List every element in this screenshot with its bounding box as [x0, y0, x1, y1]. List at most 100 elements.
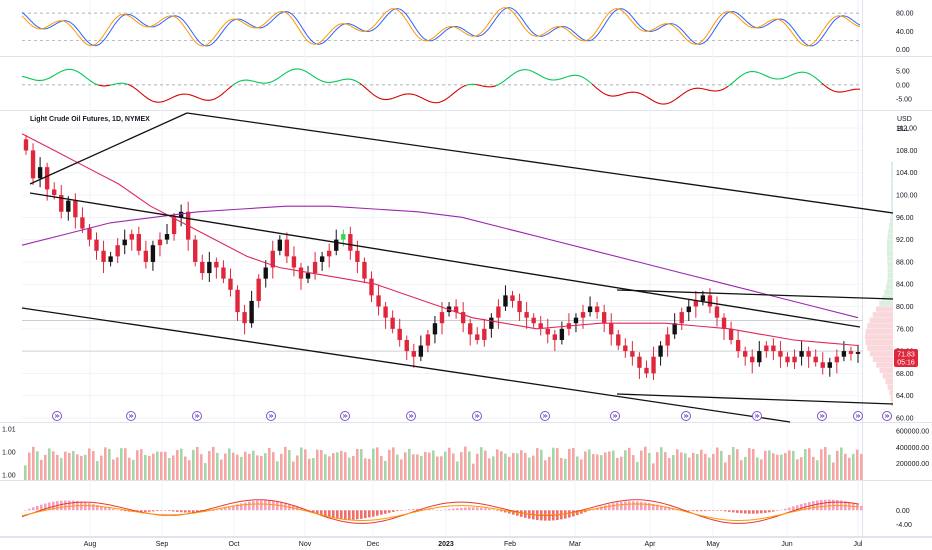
- volume-bar: [76, 454, 79, 480]
- macd-hist-bar: [148, 510, 151, 512]
- osc-segment: [337, 79, 341, 82]
- candle-body: [735, 339, 741, 352]
- candle: [404, 335, 409, 361]
- volume-bar: [264, 453, 267, 480]
- macd-hist-bar: [60, 500, 63, 511]
- price-tick-label: 108.00: [896, 148, 918, 155]
- candle-body: [249, 300, 254, 324]
- candle: [376, 285, 381, 316]
- macd-hist-bar: [568, 510, 571, 518]
- macd-hist-bar: [708, 510, 711, 511]
- volume-profile-bar: [887, 267, 893, 273]
- candle-body: [531, 317, 536, 324]
- candle: [735, 329, 741, 358]
- volume-bar: [340, 450, 343, 480]
- osc-segment: [219, 93, 223, 97]
- osc-segment: [271, 80, 275, 83]
- volume-bar: [472, 463, 475, 480]
- macd-hist-bar: [692, 510, 695, 512]
- volume-profile-bar: [889, 390, 893, 396]
- candle-body: [66, 200, 71, 212]
- volume-bar: [640, 450, 643, 480]
- osc-segment: [641, 93, 645, 96]
- macd-hist-bar: [800, 504, 803, 511]
- osc-segment: [319, 79, 323, 82]
- macd-hist-bar: [828, 499, 831, 511]
- macd-hist-bar: [32, 507, 35, 511]
- osc-segment: [25, 76, 29, 79]
- osc-segment: [667, 102, 671, 104]
- candle-body: [136, 234, 141, 251]
- osc-segment: [305, 71, 309, 74]
- volume-bar: [420, 455, 423, 480]
- macd-hist-bar: [632, 501, 635, 511]
- osc-segment: [167, 98, 171, 101]
- macd-hist-bar: [628, 501, 631, 511]
- volume-bar: [52, 451, 55, 480]
- volume-bar: [60, 458, 63, 480]
- osc-segment: [81, 74, 85, 77]
- volume-bar: [480, 447, 483, 480]
- volume-bar: [348, 457, 351, 480]
- volume-bar: [588, 449, 591, 480]
- candle-body: [834, 356, 840, 363]
- macd-hist-bar: [480, 507, 483, 511]
- volume-bar: [716, 447, 719, 480]
- osc-segment: [579, 75, 583, 78]
- candle-body: [453, 306, 459, 313]
- candle-body: [355, 250, 360, 262]
- osc-segment: [393, 96, 397, 99]
- candle: [714, 296, 720, 327]
- osc-segment: [581, 76, 585, 79]
- macd-hist-bar: [392, 510, 395, 512]
- candle: [249, 290, 254, 328]
- volume-bar: [232, 452, 235, 480]
- candle: [517, 293, 522, 322]
- event-marker-glyph: [754, 414, 760, 418]
- candle: [524, 302, 529, 329]
- macd-hist-bar: [180, 510, 183, 513]
- macd-hist-bar: [620, 501, 623, 511]
- candle: [171, 212, 177, 241]
- candle: [411, 343, 416, 368]
- macd-hist-bar: [776, 510, 779, 511]
- candle-body: [651, 356, 656, 374]
- macd-hist-bar: [816, 500, 819, 511]
- osc-segment: [829, 88, 833, 91]
- macd-hist-bar: [348, 510, 351, 520]
- candle: [721, 313, 727, 340]
- osc-segment: [141, 93, 145, 97]
- volume-bar: [460, 452, 463, 480]
- countdown-text: 05:16: [897, 360, 915, 367]
- last-price-badge: [894, 349, 918, 367]
- volume-bar: [276, 461, 279, 480]
- candle: [383, 302, 388, 329]
- volume-bar: [392, 447, 395, 480]
- volume-bar: [356, 448, 359, 480]
- macd-hist-bar: [192, 510, 195, 513]
- volume-profile-bar: [891, 178, 893, 184]
- volume-profile-bar: [886, 284, 893, 290]
- osc-segment: [71, 69, 75, 71]
- price-tick-label: 84.00: [896, 282, 914, 289]
- macd-hist-bar: [336, 510, 339, 519]
- osc-segment: [313, 76, 317, 79]
- macd-hist-bar: [508, 510, 511, 514]
- chart-title: Light Crude Oil Futures, 1D, NYMEX: [30, 116, 150, 123]
- macd-hist-bar: [720, 510, 723, 511]
- osc-segment: [541, 76, 545, 79]
- osc-segment: [355, 80, 359, 83]
- osc-segment: [459, 86, 463, 89]
- macd-hist-bar: [408, 509, 411, 511]
- volume-bar: [468, 451, 471, 480]
- volume-bar: [88, 448, 91, 480]
- macd-hist-bar: [608, 504, 611, 511]
- volume-bar: [500, 451, 503, 480]
- candle-body: [277, 239, 283, 251]
- price-tick-label: 100.00: [896, 193, 918, 200]
- osc-segment: [505, 77, 509, 81]
- volume-bar: [832, 462, 835, 480]
- osc-segment: [813, 76, 817, 79]
- candle: [115, 237, 120, 264]
- volume-bar: [48, 448, 51, 480]
